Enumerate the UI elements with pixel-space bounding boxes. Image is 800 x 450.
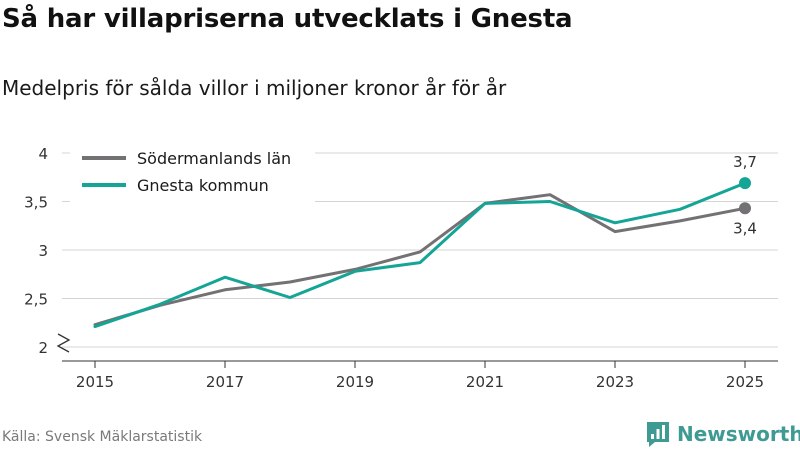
end-value-label: 3,7 [733,153,757,171]
axis-break-icon [56,333,71,353]
newsworthy-chart-icon [647,422,669,447]
brand-name: Newsworthy [677,422,800,446]
y-tick-label: 3,5 [24,194,48,212]
source-note: Källa: Svensk Mäklarstatistik [2,429,203,445]
series-line-0 [93,193,747,327]
y-axis-ticks: 2 2,5 3 3,5 4 [24,145,48,357]
x-axis: 2015 2017 2019 2021 2023 2025 [56,333,778,391]
y-tick-label: 2 [38,339,48,357]
end-labels: 3,4 3,7 [733,153,757,237]
legend-label: Gnesta kommun [137,176,269,195]
newsworthy-logo: Newsworthy [645,419,800,449]
y-tick-label: 4 [38,145,48,163]
x-tick-label: 2025 [726,373,764,391]
legend: Södermanlands län Gnesta kommun [70,140,315,202]
chart-title: Så har villapriserna utvecklats i Gnesta [2,4,573,34]
chart-subtitle: Medelpris för sålda villor i miljoner kr… [2,76,507,100]
y-tick-label: 2,5 [24,291,48,309]
y-tick-label: 3 [38,242,48,260]
series-end-marker-1 [739,177,751,190]
x-tick-label: 2019 [336,373,374,391]
x-tick-label: 2017 [206,373,244,391]
x-tick-label: 2023 [596,373,634,391]
end-value-label: 3,4 [733,219,757,237]
series-end-marker-0 [739,202,751,215]
x-tick-label: 2021 [466,373,504,391]
legend-label: Södermanlands län [137,149,291,168]
series-line-1 [93,181,747,329]
line-chart: 2 2,5 3 3,5 4 2015 2017 2019 2021 2023 2025 Söder… [24,140,778,391]
legend-background [70,140,315,202]
x-tick-label: 2015 [76,373,114,391]
series-lines [93,177,751,329]
